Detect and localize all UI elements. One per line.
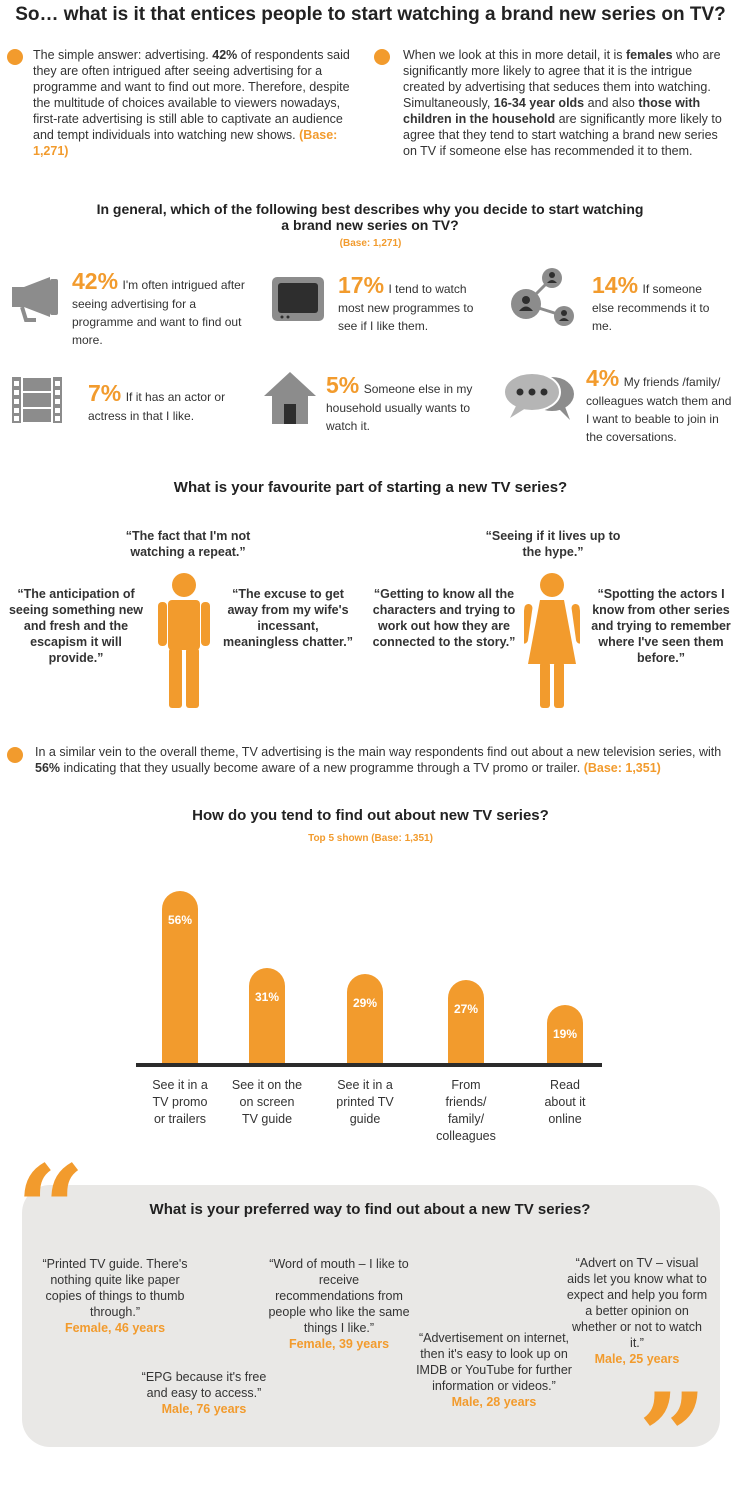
bullet-dot [7, 49, 23, 65]
reason-item: 5% Someone else in my household usually … [326, 372, 476, 435]
category-label: From friends/family/colleagues [436, 1078, 496, 1143]
chart-subtitle: Top 5 shown (Base: 1,351) [308, 833, 433, 844]
favourite-title: What is your favourite part of starting … [173, 479, 568, 496]
reason-item: 42% I'm often intrigued after seeing adv… [72, 268, 252, 349]
awareness-text: In a similar vein to the overall theme, … [35, 745, 722, 775]
preferred-quote: “Printed TV guide. There's nothing quite… [42, 1257, 188, 1335]
close-quote-icon: ” [638, 1367, 708, 1508]
chart-baseline [136, 1063, 602, 1067]
reason-percent: 17% [338, 272, 385, 298]
reason-text: I tend to watch most new programmes to s… [338, 282, 474, 333]
bar-value-label: 56% [167, 913, 193, 927]
female-quote-left: “Getting to know all the characters and … [372, 587, 516, 649]
house-icon [264, 372, 316, 424]
reason-text: If someone else recommends it to me. [592, 282, 710, 333]
chart-bar [162, 891, 198, 1063]
chart-title: How do you tend to find out about new TV… [192, 807, 549, 824]
reason-percent: 5% [326, 372, 360, 398]
reason-text: If it has an actor or actress in that I … [88, 390, 226, 423]
reason-item: 14% If someone else recommends it to me. [592, 272, 722, 335]
reason-percent: 4% [586, 365, 620, 391]
male-quote-top: “The fact that I'm not watching a repeat… [125, 529, 251, 559]
film-icon [12, 376, 62, 424]
male-figure-icon [158, 573, 210, 708]
chart-bar [249, 968, 285, 1063]
category-label: See it in a TV promo or trailers [152, 1078, 208, 1126]
bullet-dot [7, 747, 23, 763]
preferred-quote: “Advert on TV – visual aids let you know… [566, 1256, 708, 1366]
male-quote-left: “The anticipation of seeing something ne… [8, 587, 144, 665]
bar-value-label: 19% [552, 1027, 578, 1041]
open-quote-icon: “ [16, 1139, 86, 1280]
tv-icon [272, 277, 324, 321]
preferred-title: What is your preferred way to find out a… [149, 1201, 591, 1218]
reason-percent: 42% [72, 268, 119, 294]
reasons-base: (Base: 1,271) [339, 238, 402, 249]
reason-text: I'm often intrigued after seeing adverti… [72, 278, 245, 347]
reason-text: My friends /family/ colleagues watch the… [586, 375, 732, 444]
category-label: See it in a printed TV guide [336, 1078, 394, 1126]
reason-percent: 14% [592, 272, 639, 298]
female-quote-top: “Seeing if it lives up to the hype.” [485, 529, 621, 559]
bar-value-label: 31% [254, 990, 280, 1004]
reasons-title: In general, which of the following best … [96, 201, 644, 233]
megaphone-icon [12, 277, 58, 322]
preferred-quote: “EPG because it's free and easy to acces… [141, 1370, 267, 1416]
chat-icon [503, 372, 574, 420]
category-label: See it on the on screen TV guide [231, 1078, 303, 1126]
preferred-panel [22, 1185, 720, 1447]
chart-bar [347, 974, 383, 1063]
female-quote-right: “Spotting the actors I know from other s… [591, 587, 731, 665]
chart-bar [547, 1005, 583, 1063]
bar-value-label: 27% [453, 1002, 479, 1016]
reason-item: 17% I tend to watch most new programmes … [338, 272, 478, 335]
intro-right-text: When we look at this in more detail, it … [403, 48, 722, 158]
reason-item: 7% If it has an actor or actress in that… [88, 380, 238, 425]
preferred-quote: “Word of mouth – I like to receive recom… [268, 1257, 410, 1351]
male-quote-right: “The excuse to get away from my wife's i… [223, 587, 353, 649]
female-figure-icon [524, 573, 580, 708]
bullet-dot [374, 49, 390, 65]
bar-value-label: 29% [352, 996, 378, 1010]
preferred-quote: “Advertisement on internet, then it's ea… [416, 1331, 572, 1409]
reason-percent: 7% [88, 380, 122, 406]
reason-item: 4% My friends /family/ colleagues watch … [586, 365, 734, 446]
intro-left-text: The simple answer: advertising. 42% of r… [33, 48, 350, 158]
page-title: So… what is it that entices people to st… [15, 4, 726, 25]
network-icon [511, 268, 574, 326]
chart-bar [448, 980, 484, 1063]
reason-text: Someone else in my household usually wan… [326, 382, 473, 433]
category-label: Read about it online [544, 1078, 586, 1126]
